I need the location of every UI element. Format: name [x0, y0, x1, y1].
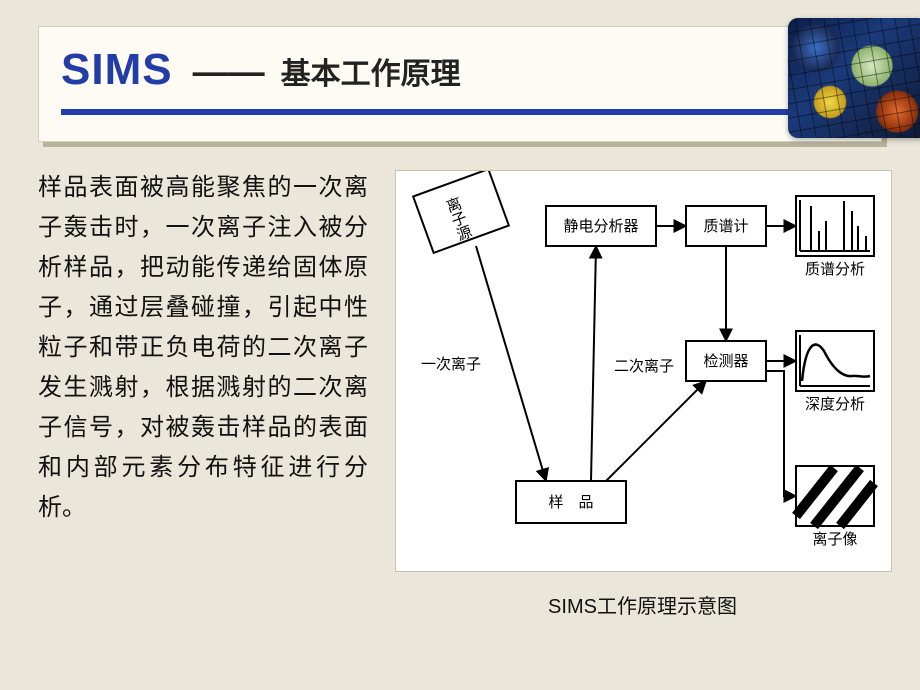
body-paragraph: 样品表面被高能聚焦的一次离子轰击时，一次离子注入被分析样品，把动能传递给固体原子… — [38, 168, 368, 528]
title-subtitle: 基本工作原理 — [281, 49, 461, 95]
mass-spectrum-label: 质谱分析 — [805, 261, 865, 278]
sample-label: 样 品 — [548, 494, 593, 511]
edge-sample-to-detector — [606, 381, 706, 481]
edge-detector-to-ionimage — [766, 371, 796, 496]
edge-sample-to-ea — [591, 246, 596, 481]
diagram-caption: SIMS工作原理示意图 — [395, 590, 890, 619]
secondary-ion-label: 二次离子 — [614, 358, 674, 375]
header-inner: SIMS —— 基本工作原理 — [61, 45, 859, 123]
primary-ion-label: 一次离子 — [421, 356, 481, 373]
diagram-svg: 离子源 静电分析器 质谱计 检测器 样 品 — [396, 171, 891, 571]
corner-decorative-image — [788, 18, 920, 138]
mass-spectrum-output: 质谱分析 — [796, 196, 874, 278]
title-acronym: SIMS — [61, 45, 173, 95]
ion-image-label: 离子像 — [812, 531, 857, 548]
ion-image-output: 离子像 — [796, 466, 874, 548]
electrostatic-analyzer-label: 静电分析器 — [563, 218, 638, 235]
title-dash: —— — [185, 51, 269, 97]
slide: SIMS —— 基本工作原理 样品表面被高能聚焦的一次离子轰击时，一次离子注入被… — [0, 0, 920, 690]
title-line: SIMS —— 基本工作原理 — [61, 45, 859, 97]
title-underline — [61, 109, 859, 115]
diagram-panel: 离子源 静电分析器 质谱计 检测器 样 品 — [395, 170, 892, 572]
depth-profile-label: 深度分析 — [805, 396, 865, 413]
depth-profile-output: 深度分析 — [796, 331, 874, 413]
detector-label: 检测器 — [703, 353, 748, 370]
ion-source-node: 离子源 — [413, 171, 509, 253]
edge-source-to-sample — [476, 246, 546, 481]
mass-spectrometer-label: 质谱计 — [703, 218, 748, 235]
header-card: SIMS —— 基本工作原理 — [38, 26, 882, 142]
